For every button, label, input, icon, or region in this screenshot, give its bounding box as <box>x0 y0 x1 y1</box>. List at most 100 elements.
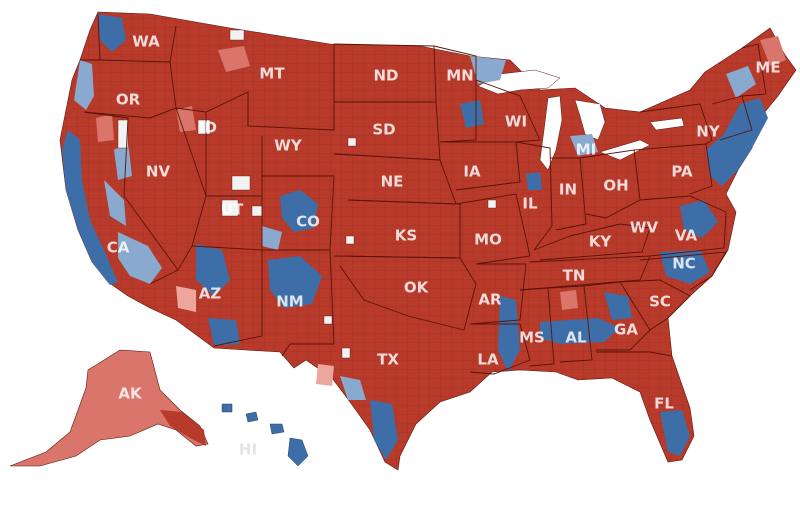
new-mexico-dem <box>268 256 322 308</box>
border-line <box>475 79 541 143</box>
border-line <box>633 143 713 195</box>
chicago-dem <box>526 172 542 190</box>
state-borders <box>80 13 767 375</box>
border-line <box>469 263 527 325</box>
state-label-ia: IA <box>463 163 481 181</box>
state-label-il: IL <box>522 195 538 213</box>
colorado-dem <box>280 190 318 232</box>
southern-az-dem <box>208 318 240 346</box>
arizona-dem <box>196 244 230 296</box>
state-labels: WA OR CA NV ID MT WY UT CO AZ NM ND SD N… <box>107 33 781 459</box>
state-label-nm: NM <box>276 293 303 311</box>
state-label-wi: WI <box>505 113 527 131</box>
border-line <box>333 255 477 331</box>
minnesota-dem <box>460 100 484 128</box>
border-line <box>596 351 673 357</box>
oahu <box>245 411 259 423</box>
hawaii <box>221 403 309 467</box>
border-line <box>247 44 335 131</box>
alaska <box>9 349 209 467</box>
state-label-wy: WY <box>274 137 303 155</box>
state-label-wv: WV <box>630 219 659 237</box>
border-line <box>519 287 555 367</box>
state-label-al: AL <box>565 329 587 347</box>
no-data-county <box>117 119 129 149</box>
lake-huron <box>574 99 606 141</box>
maine-light <box>760 36 786 66</box>
montana-light <box>218 46 250 72</box>
state-label-sc: SC <box>649 293 671 311</box>
carolina-dem <box>660 250 710 284</box>
northeast-dem <box>706 98 768 186</box>
border-line <box>547 285 593 363</box>
state-label-ky: KY <box>589 233 613 251</box>
no-data-county <box>323 315 333 325</box>
minnesota-lean <box>470 56 506 84</box>
puget-sound-dem <box>98 14 126 52</box>
border-line <box>455 193 531 265</box>
border-line <box>550 157 587 231</box>
state-label-in: IN <box>559 181 577 199</box>
black-belt-dem <box>540 318 620 344</box>
border-line <box>639 103 713 145</box>
state-label-me: ME <box>755 59 780 77</box>
state-label-wa: WA <box>132 33 160 51</box>
state-label-oh: OH <box>603 177 628 195</box>
no-data-regions <box>117 29 497 359</box>
no-data-county <box>229 29 245 41</box>
lake-ontario <box>649 117 685 131</box>
border-line <box>469 323 531 375</box>
no-data-county <box>347 137 357 147</box>
state-label-nd: ND <box>373 67 398 85</box>
state-label-ks: KS <box>395 227 417 245</box>
new-england-lean <box>726 66 756 98</box>
texas-border-lean <box>340 376 366 400</box>
border-line <box>433 45 477 143</box>
border-line <box>191 245 263 347</box>
oregon-coast-lean <box>74 60 94 110</box>
no-data-county <box>251 205 263 217</box>
border-line <box>639 195 727 257</box>
border-line <box>205 112 263 197</box>
state-label-nv: NV <box>146 163 171 181</box>
kauai <box>221 403 233 413</box>
state-label-nc: NC <box>672 255 696 273</box>
south-florida-dem <box>660 410 690 456</box>
no-data-county <box>341 347 351 359</box>
alabama-light <box>560 290 578 310</box>
state-label-mn: MN <box>446 67 473 85</box>
state-label-id: ID <box>199 119 217 137</box>
state-label-la: LA <box>477 351 499 369</box>
border-line <box>741 43 767 97</box>
no-data-county <box>221 199 239 217</box>
arizona-light <box>176 286 196 312</box>
border-line <box>262 249 335 357</box>
state-label-tn: TN <box>563 267 586 285</box>
state-label-mo: MO <box>474 231 502 249</box>
idaho-light <box>176 106 196 132</box>
state-label-pa: PA <box>671 163 693 181</box>
bay-area-lean <box>104 180 126 226</box>
georgia-dem <box>604 292 632 320</box>
colorado-lean <box>262 226 282 250</box>
no-data-county <box>487 199 497 209</box>
state-label-mi: MI <box>576 141 597 159</box>
socal-lean <box>118 232 162 284</box>
lake-erie <box>599 139 651 161</box>
pacific-coast-dem <box>62 130 118 285</box>
state-label-az: AZ <box>199 285 222 303</box>
nevada-lean <box>114 142 132 180</box>
state-label-tx: TX <box>377 351 399 369</box>
no-data-county <box>197 119 211 135</box>
county-grid-texture <box>60 12 796 470</box>
border-line <box>639 251 727 291</box>
state-label-ne: NE <box>381 173 404 191</box>
state-label-ms: MS <box>519 329 545 347</box>
border-line <box>533 223 651 261</box>
state-label-ny: NY <box>696 123 721 141</box>
state-label-mt: MT <box>259 65 285 83</box>
dem-regions <box>62 14 768 460</box>
hawaii-island <box>287 437 309 467</box>
border-line <box>519 255 651 291</box>
